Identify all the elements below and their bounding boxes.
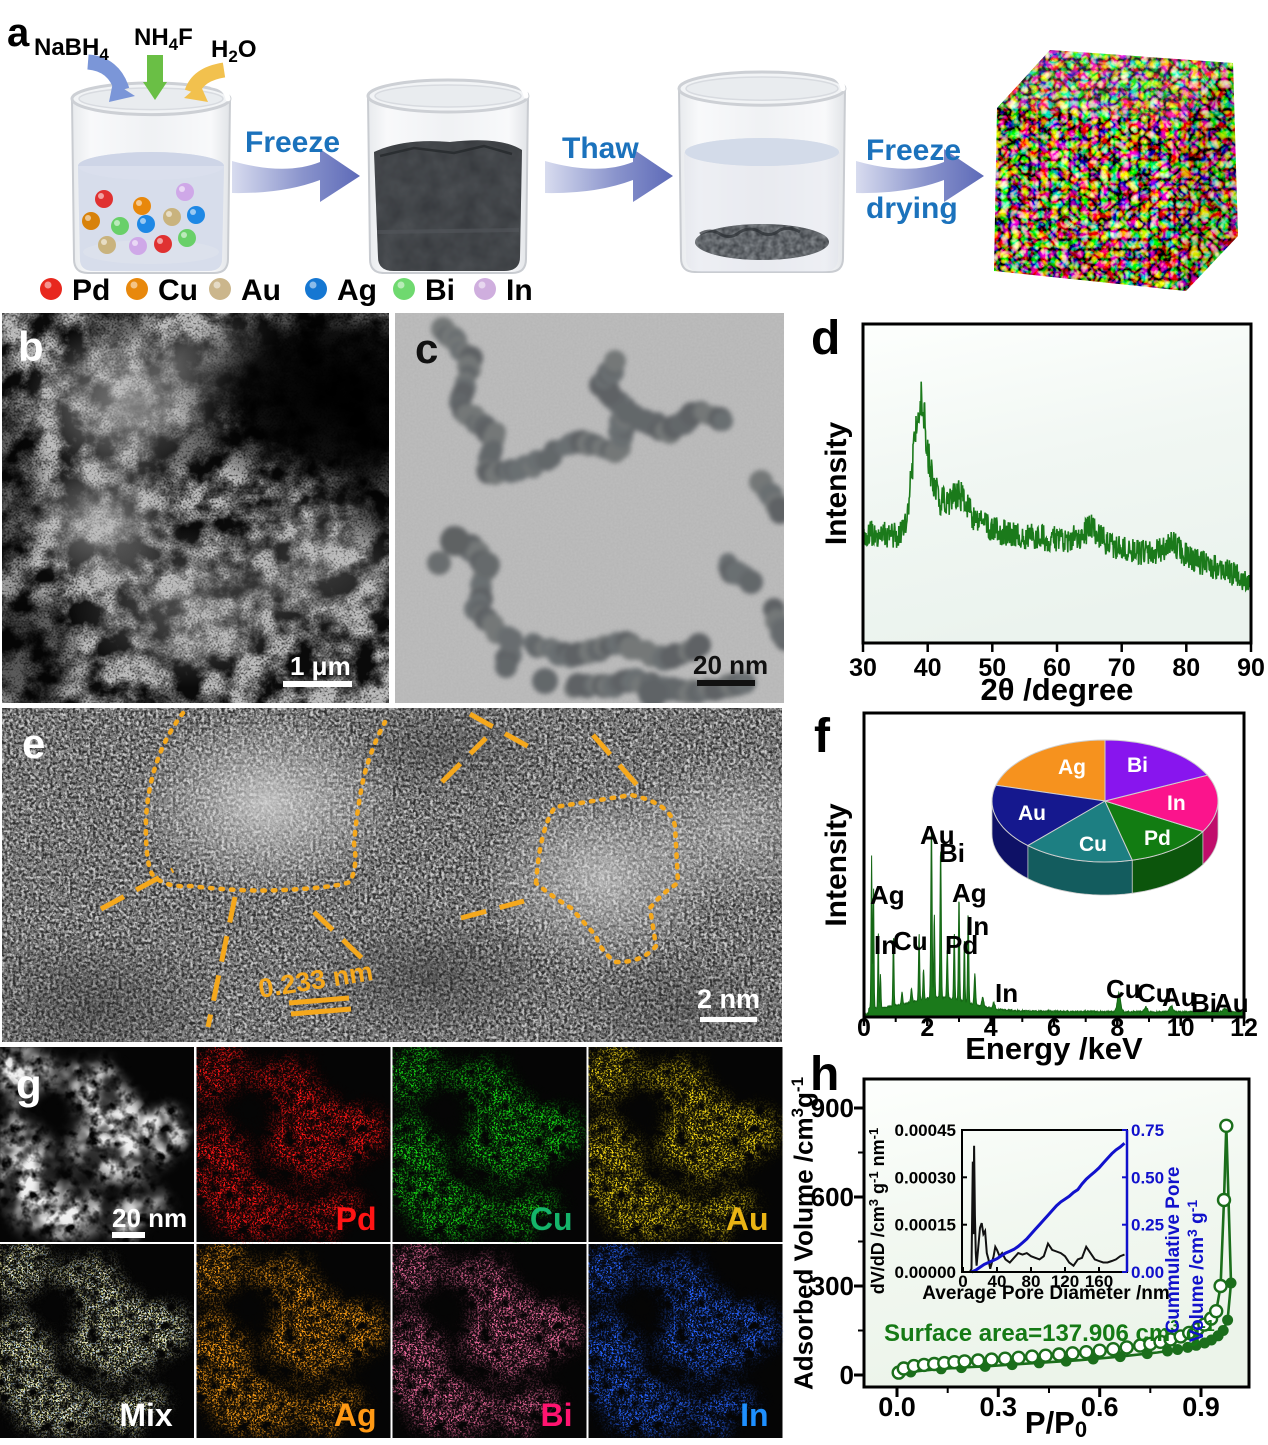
svg-text:Freeze: Freeze bbox=[866, 134, 961, 167]
svg-text:Cu: Cu bbox=[893, 926, 928, 956]
svg-text:Cu: Cu bbox=[1106, 974, 1141, 1004]
svg-text:1 μm: 1 μm bbox=[290, 651, 351, 681]
svg-text:70: 70 bbox=[1108, 654, 1136, 682]
svg-text:900: 900 bbox=[811, 1093, 854, 1123]
svg-text:2: 2 bbox=[920, 1014, 934, 1042]
svg-text:Freeze: Freeze bbox=[245, 126, 340, 159]
svg-text:e: e bbox=[22, 720, 45, 767]
svg-text:Surface area=137.906 cm3 g-1: Surface area=137.906 cm3 g-1 bbox=[884, 1318, 1215, 1347]
svg-text:f: f bbox=[814, 710, 831, 763]
svg-text:d: d bbox=[811, 312, 840, 365]
svg-text:0: 0 bbox=[857, 1014, 871, 1042]
svg-text:Ag: Ag bbox=[870, 880, 905, 910]
svg-text:Cu: Cu bbox=[530, 1201, 573, 1237]
svg-text:0.9: 0.9 bbox=[1182, 1392, 1220, 1422]
svg-text:300: 300 bbox=[811, 1271, 854, 1301]
svg-text:Volume /cm3 g-1: Volume /cm3 g-1 bbox=[1184, 1200, 1208, 1343]
svg-text:Pd: Pd bbox=[336, 1201, 377, 1237]
svg-text:Au: Au bbox=[1162, 982, 1197, 1012]
svg-text:Intensity: Intensity bbox=[820, 422, 853, 546]
svg-text:20 nm: 20 nm bbox=[693, 650, 768, 680]
svg-text:0.25: 0.25 bbox=[1131, 1216, 1164, 1235]
svg-text:120: 120 bbox=[1051, 1272, 1079, 1291]
svg-text:0.00: 0.00 bbox=[1131, 1263, 1164, 1282]
svg-text:dV/dD /cm3 g-1 nm-1: dV/dD /cm3 g-1 nm-1 bbox=[866, 1128, 888, 1294]
svg-text:P/P0: P/P0 bbox=[1025, 1405, 1087, 1442]
svg-text:160: 160 bbox=[1085, 1272, 1113, 1291]
svg-text:0.00015: 0.00015 bbox=[895, 1216, 956, 1235]
svg-text:Bi: Bi bbox=[425, 274, 455, 307]
svg-text:h: h bbox=[810, 1050, 839, 1101]
svg-text:In: In bbox=[1167, 792, 1186, 815]
svg-text:0.00045: 0.00045 bbox=[895, 1121, 956, 1140]
svg-text:Mix: Mix bbox=[119, 1397, 173, 1433]
svg-text:40: 40 bbox=[988, 1272, 1007, 1291]
svg-text:Intensity: Intensity bbox=[820, 803, 853, 927]
svg-text:600: 600 bbox=[811, 1182, 854, 1212]
svg-text:8: 8 bbox=[1110, 1014, 1124, 1042]
svg-text:Thaw: Thaw bbox=[562, 132, 639, 165]
svg-text:6: 6 bbox=[1047, 1014, 1061, 1042]
svg-text:Bi: Bi bbox=[939, 838, 965, 868]
svg-text:In: In bbox=[740, 1397, 768, 1433]
svg-text:Pd: Pd bbox=[1144, 827, 1171, 850]
svg-text:a: a bbox=[7, 11, 30, 55]
svg-text:NH4F: NH4F bbox=[134, 24, 193, 54]
svg-text:c: c bbox=[415, 325, 438, 372]
svg-text:90: 90 bbox=[1237, 654, 1265, 682]
svg-text:2θ /degree: 2θ /degree bbox=[981, 672, 1134, 707]
svg-text:0.75: 0.75 bbox=[1131, 1121, 1164, 1140]
svg-text:50: 50 bbox=[978, 654, 1006, 682]
svg-text:Bi: Bi bbox=[1191, 988, 1217, 1018]
svg-text:Pd: Pd bbox=[945, 930, 978, 960]
svg-text:In: In bbox=[995, 978, 1018, 1008]
svg-text:2 nm: 2 nm bbox=[697, 984, 760, 1014]
svg-text:30: 30 bbox=[849, 654, 877, 682]
svg-text:In: In bbox=[506, 274, 533, 307]
svg-text:Au: Au bbox=[920, 820, 955, 850]
svg-text:Bi: Bi bbox=[1127, 754, 1148, 777]
svg-text:Cummulative Pore: Cummulative Pore bbox=[1163, 1167, 1184, 1334]
svg-text:Ag: Ag bbox=[952, 878, 987, 908]
svg-text:In: In bbox=[966, 911, 989, 941]
svg-text:Au: Au bbox=[1018, 802, 1046, 825]
svg-text:Au: Au bbox=[726, 1201, 769, 1237]
svg-text:H2O: H2O bbox=[211, 36, 256, 66]
svg-text:In: In bbox=[874, 930, 897, 960]
svg-text:40: 40 bbox=[914, 654, 942, 682]
svg-text:0.6: 0.6 bbox=[1081, 1392, 1119, 1422]
svg-text:Ag: Ag bbox=[337, 274, 377, 307]
svg-text:0.00000: 0.00000 bbox=[895, 1263, 956, 1282]
svg-text:Au: Au bbox=[1214, 988, 1249, 1018]
svg-text:Cu: Cu bbox=[1137, 978, 1172, 1008]
svg-text:NaBH4: NaBH4 bbox=[34, 34, 109, 64]
svg-text:10: 10 bbox=[1167, 1014, 1195, 1042]
svg-text:0.3: 0.3 bbox=[980, 1392, 1018, 1422]
svg-text:0.00030: 0.00030 bbox=[895, 1168, 956, 1187]
svg-text:Cu: Cu bbox=[158, 274, 198, 307]
svg-text:Ag: Ag bbox=[334, 1397, 377, 1433]
svg-text:12: 12 bbox=[1230, 1014, 1258, 1042]
svg-text:0: 0 bbox=[958, 1272, 967, 1291]
svg-text:Average Pore Diameter /nm: Average Pore Diameter /nm bbox=[922, 1283, 1169, 1304]
svg-text:Bi: Bi bbox=[541, 1397, 573, 1433]
svg-text:0.50: 0.50 bbox=[1131, 1168, 1164, 1187]
svg-text:g: g bbox=[16, 1061, 42, 1108]
svg-text:drying: drying bbox=[866, 192, 958, 225]
svg-text:Pd: Pd bbox=[72, 274, 110, 307]
svg-text:Energy /keV: Energy /keV bbox=[965, 1031, 1143, 1066]
svg-text:80: 80 bbox=[1172, 654, 1200, 682]
svg-text:0: 0 bbox=[840, 1360, 854, 1390]
svg-text:b: b bbox=[18, 323, 44, 370]
svg-text:4: 4 bbox=[984, 1014, 998, 1042]
svg-text:Au: Au bbox=[241, 274, 281, 307]
svg-text:Ag: Ag bbox=[1058, 756, 1086, 779]
svg-text:60: 60 bbox=[1043, 654, 1071, 682]
svg-text:80: 80 bbox=[1022, 1272, 1041, 1291]
svg-text:0.0: 0.0 bbox=[878, 1392, 916, 1422]
svg-text:Cu: Cu bbox=[1079, 833, 1107, 856]
svg-text:20 nm: 20 nm bbox=[112, 1203, 187, 1233]
